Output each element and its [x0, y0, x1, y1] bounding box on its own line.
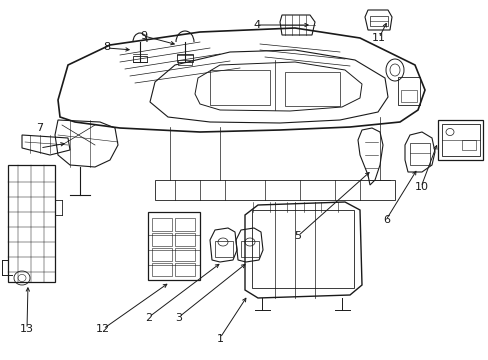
- Bar: [177, 54, 193, 62]
- Bar: [152, 263, 172, 276]
- Bar: [251, 210, 353, 288]
- Text: 13: 13: [20, 324, 34, 334]
- Bar: [175, 233, 195, 246]
- Text: 1: 1: [216, 334, 223, 344]
- Bar: [461, 140, 475, 150]
- Text: 11: 11: [371, 33, 385, 43]
- Bar: [441, 124, 479, 156]
- Text: 2: 2: [145, 312, 152, 323]
- Bar: [175, 263, 195, 276]
- Bar: [397, 77, 419, 105]
- Text: 6: 6: [382, 215, 389, 225]
- Text: 9: 9: [141, 31, 147, 41]
- Text: 7: 7: [37, 123, 43, 133]
- Text: 5: 5: [293, 231, 300, 241]
- Bar: [152, 218, 172, 231]
- Bar: [133, 56, 147, 62]
- Bar: [175, 218, 195, 231]
- Text: 12: 12: [96, 324, 109, 334]
- Bar: [400, 90, 416, 102]
- Text: 3: 3: [175, 312, 182, 323]
- Bar: [285, 72, 339, 106]
- Bar: [175, 248, 195, 261]
- Bar: [241, 241, 259, 257]
- Bar: [369, 16, 387, 26]
- Bar: [152, 248, 172, 261]
- Bar: [209, 70, 269, 105]
- Bar: [215, 241, 232, 257]
- Text: 4: 4: [253, 20, 260, 30]
- Bar: [178, 60, 192, 65]
- Bar: [409, 143, 429, 165]
- Text: 8: 8: [103, 42, 110, 52]
- Text: 10: 10: [414, 182, 427, 192]
- Bar: [155, 180, 394, 200]
- Bar: [152, 233, 172, 246]
